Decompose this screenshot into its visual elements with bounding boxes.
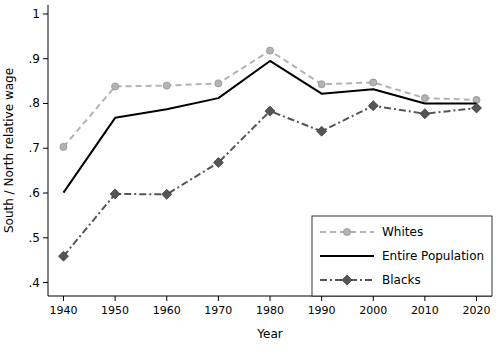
x-tick-label: 1980 <box>256 304 284 317</box>
marker <box>317 126 327 136</box>
legend-marker <box>342 275 352 285</box>
x-tick-label: 2010 <box>411 304 439 317</box>
series-line <box>63 61 476 193</box>
marker <box>370 79 377 86</box>
y-tick-label: .9 <box>29 52 40 66</box>
series <box>58 101 481 261</box>
y-tick <box>43 282 48 283</box>
marker <box>368 101 378 111</box>
x-tick <box>63 296 64 301</box>
series-line <box>63 51 476 147</box>
marker <box>163 82 170 89</box>
series-line <box>63 106 476 256</box>
y-tick <box>43 148 48 149</box>
y-tick-label: 1 <box>32 7 40 21</box>
series <box>60 47 480 150</box>
series <box>63 61 476 193</box>
plot-area <box>58 47 481 261</box>
x-axis-label: Year <box>256 327 282 341</box>
marker <box>420 109 430 119</box>
marker <box>213 158 223 168</box>
legend-label: Blacks <box>382 273 421 287</box>
y-tick-label: .8 <box>29 96 40 110</box>
x-tick-label: 1970 <box>204 304 232 317</box>
marker <box>162 189 172 199</box>
x-tick-label: 2020 <box>463 304 491 317</box>
legend-label: Whites <box>382 225 423 239</box>
marker <box>473 96 480 103</box>
marker <box>215 80 222 87</box>
y-tick <box>43 193 48 194</box>
x-tick-label: 1940 <box>49 304 77 317</box>
x-tick <box>424 296 425 301</box>
x-tick <box>270 296 271 301</box>
y-axis-label: South / North relative wage <box>2 68 16 233</box>
x-tick-label: 1960 <box>153 304 181 317</box>
y-tick-label: .5 <box>29 231 40 245</box>
x-tick-label: 1990 <box>308 304 336 317</box>
x-tick-label: 1950 <box>101 304 129 317</box>
marker <box>112 83 119 90</box>
background <box>0 0 500 351</box>
x-tick <box>166 296 167 301</box>
x-tick <box>476 296 477 301</box>
marker <box>318 81 325 88</box>
marker <box>60 143 67 150</box>
x-tick <box>321 296 322 301</box>
legend-swatch <box>320 255 374 257</box>
y-axis-line <box>48 5 49 296</box>
marker <box>58 251 68 261</box>
marker <box>472 103 482 113</box>
legend-marker <box>343 228 350 235</box>
marker <box>110 189 120 199</box>
y-tick-label: .4 <box>29 276 40 290</box>
legend-box <box>312 216 492 296</box>
legend: Whites Entire Population Blacks <box>312 216 492 296</box>
y-tick <box>43 58 48 59</box>
x-tick <box>218 296 219 301</box>
y-tick-label: .7 <box>29 141 40 155</box>
y-tick <box>43 237 48 238</box>
x-tick-label: 2000 <box>359 304 387 317</box>
marker <box>266 47 273 54</box>
marker <box>421 95 428 102</box>
x-tick <box>115 296 116 301</box>
legend-label: Entire Population <box>382 249 484 263</box>
marker <box>265 106 275 116</box>
x-tick <box>373 296 374 301</box>
y-tick <box>43 13 48 14</box>
y-tick-label: .6 <box>29 186 40 200</box>
y-tick <box>43 103 48 104</box>
chart: .4 .5 .6 .7 .8 .9 1 1940 1950 1960 1970 1980 1990 200… <box>0 0 500 351</box>
